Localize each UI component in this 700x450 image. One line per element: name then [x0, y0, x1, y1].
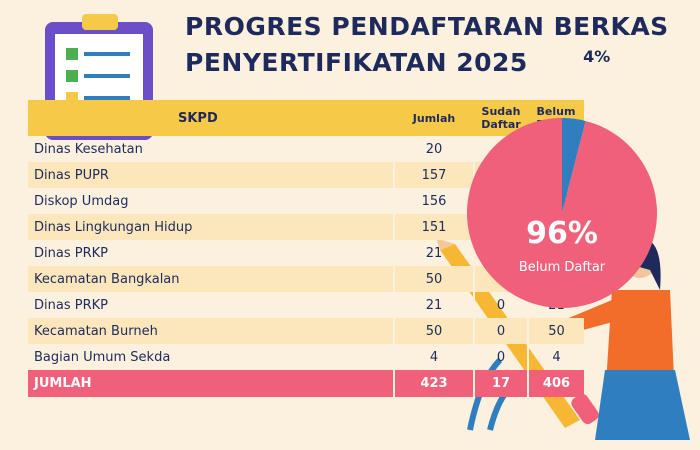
table-cell: 0 — [473, 318, 528, 344]
category-label: Belum Daftar — [519, 260, 606, 275]
table-cell: 0 — [473, 292, 528, 318]
table-cell: 20 — [393, 136, 474, 162]
header-cell: SKPD — [28, 100, 394, 136]
table-cell: Diskop Umdag — [34, 193, 129, 209]
title: PROGRES PENDAFTARAN BERKAS — [185, 12, 669, 41]
value-label: 4% — [583, 47, 610, 66]
table-cell: Dinas PRKP — [34, 245, 108, 261]
table-cell: 50 — [393, 266, 474, 292]
pie-slice — [467, 118, 658, 309]
table-cell: 4 — [527, 344, 584, 370]
table-cell: 50 — [527, 318, 584, 344]
table-cell: Kecamatan Burneh — [28, 318, 394, 344]
table-cell: 156 — [393, 188, 474, 214]
table-cell: Dinas PRKP — [34, 297, 108, 313]
table-cell: 0 — [473, 344, 528, 370]
pie-slice — [562, 118, 586, 213]
table-cell: 157 — [393, 162, 474, 188]
table-row: Bagian Umum Sekda 4 0 4 — [28, 344, 584, 370]
header-cell: Jumlah — [394, 100, 474, 136]
total-cell: 423 — [393, 370, 474, 397]
table-row: Kecamatan Burneh 50 0 50 — [28, 318, 584, 344]
table-cell: Kecamatan Bangkalan — [28, 266, 394, 292]
total-cell: JUMLAH — [28, 370, 394, 397]
table-cell: Dinas Lingkungan Hidup — [28, 214, 394, 240]
total-cell: 17 — [473, 370, 528, 397]
table-cell: 151 — [393, 214, 474, 240]
table-cell: 50 — [393, 318, 474, 344]
table-cell: Dinas Kesehatan — [34, 141, 143, 157]
total-cell: 406 — [527, 370, 584, 397]
table-cell: Dinas PUPR — [28, 162, 394, 188]
table-cell: 4 — [393, 344, 474, 370]
value-label: 96% — [526, 216, 598, 251]
table-cell: 21 — [393, 292, 474, 318]
title: PENYERTIFIKATAN 2025 — [185, 48, 528, 77]
clip — [82, 14, 118, 30]
table-cell: 21 — [393, 240, 474, 266]
total-row: JUMLAH 423 17 406 — [28, 370, 584, 397]
table-cell: Bagian Umum Sekda — [34, 349, 171, 365]
